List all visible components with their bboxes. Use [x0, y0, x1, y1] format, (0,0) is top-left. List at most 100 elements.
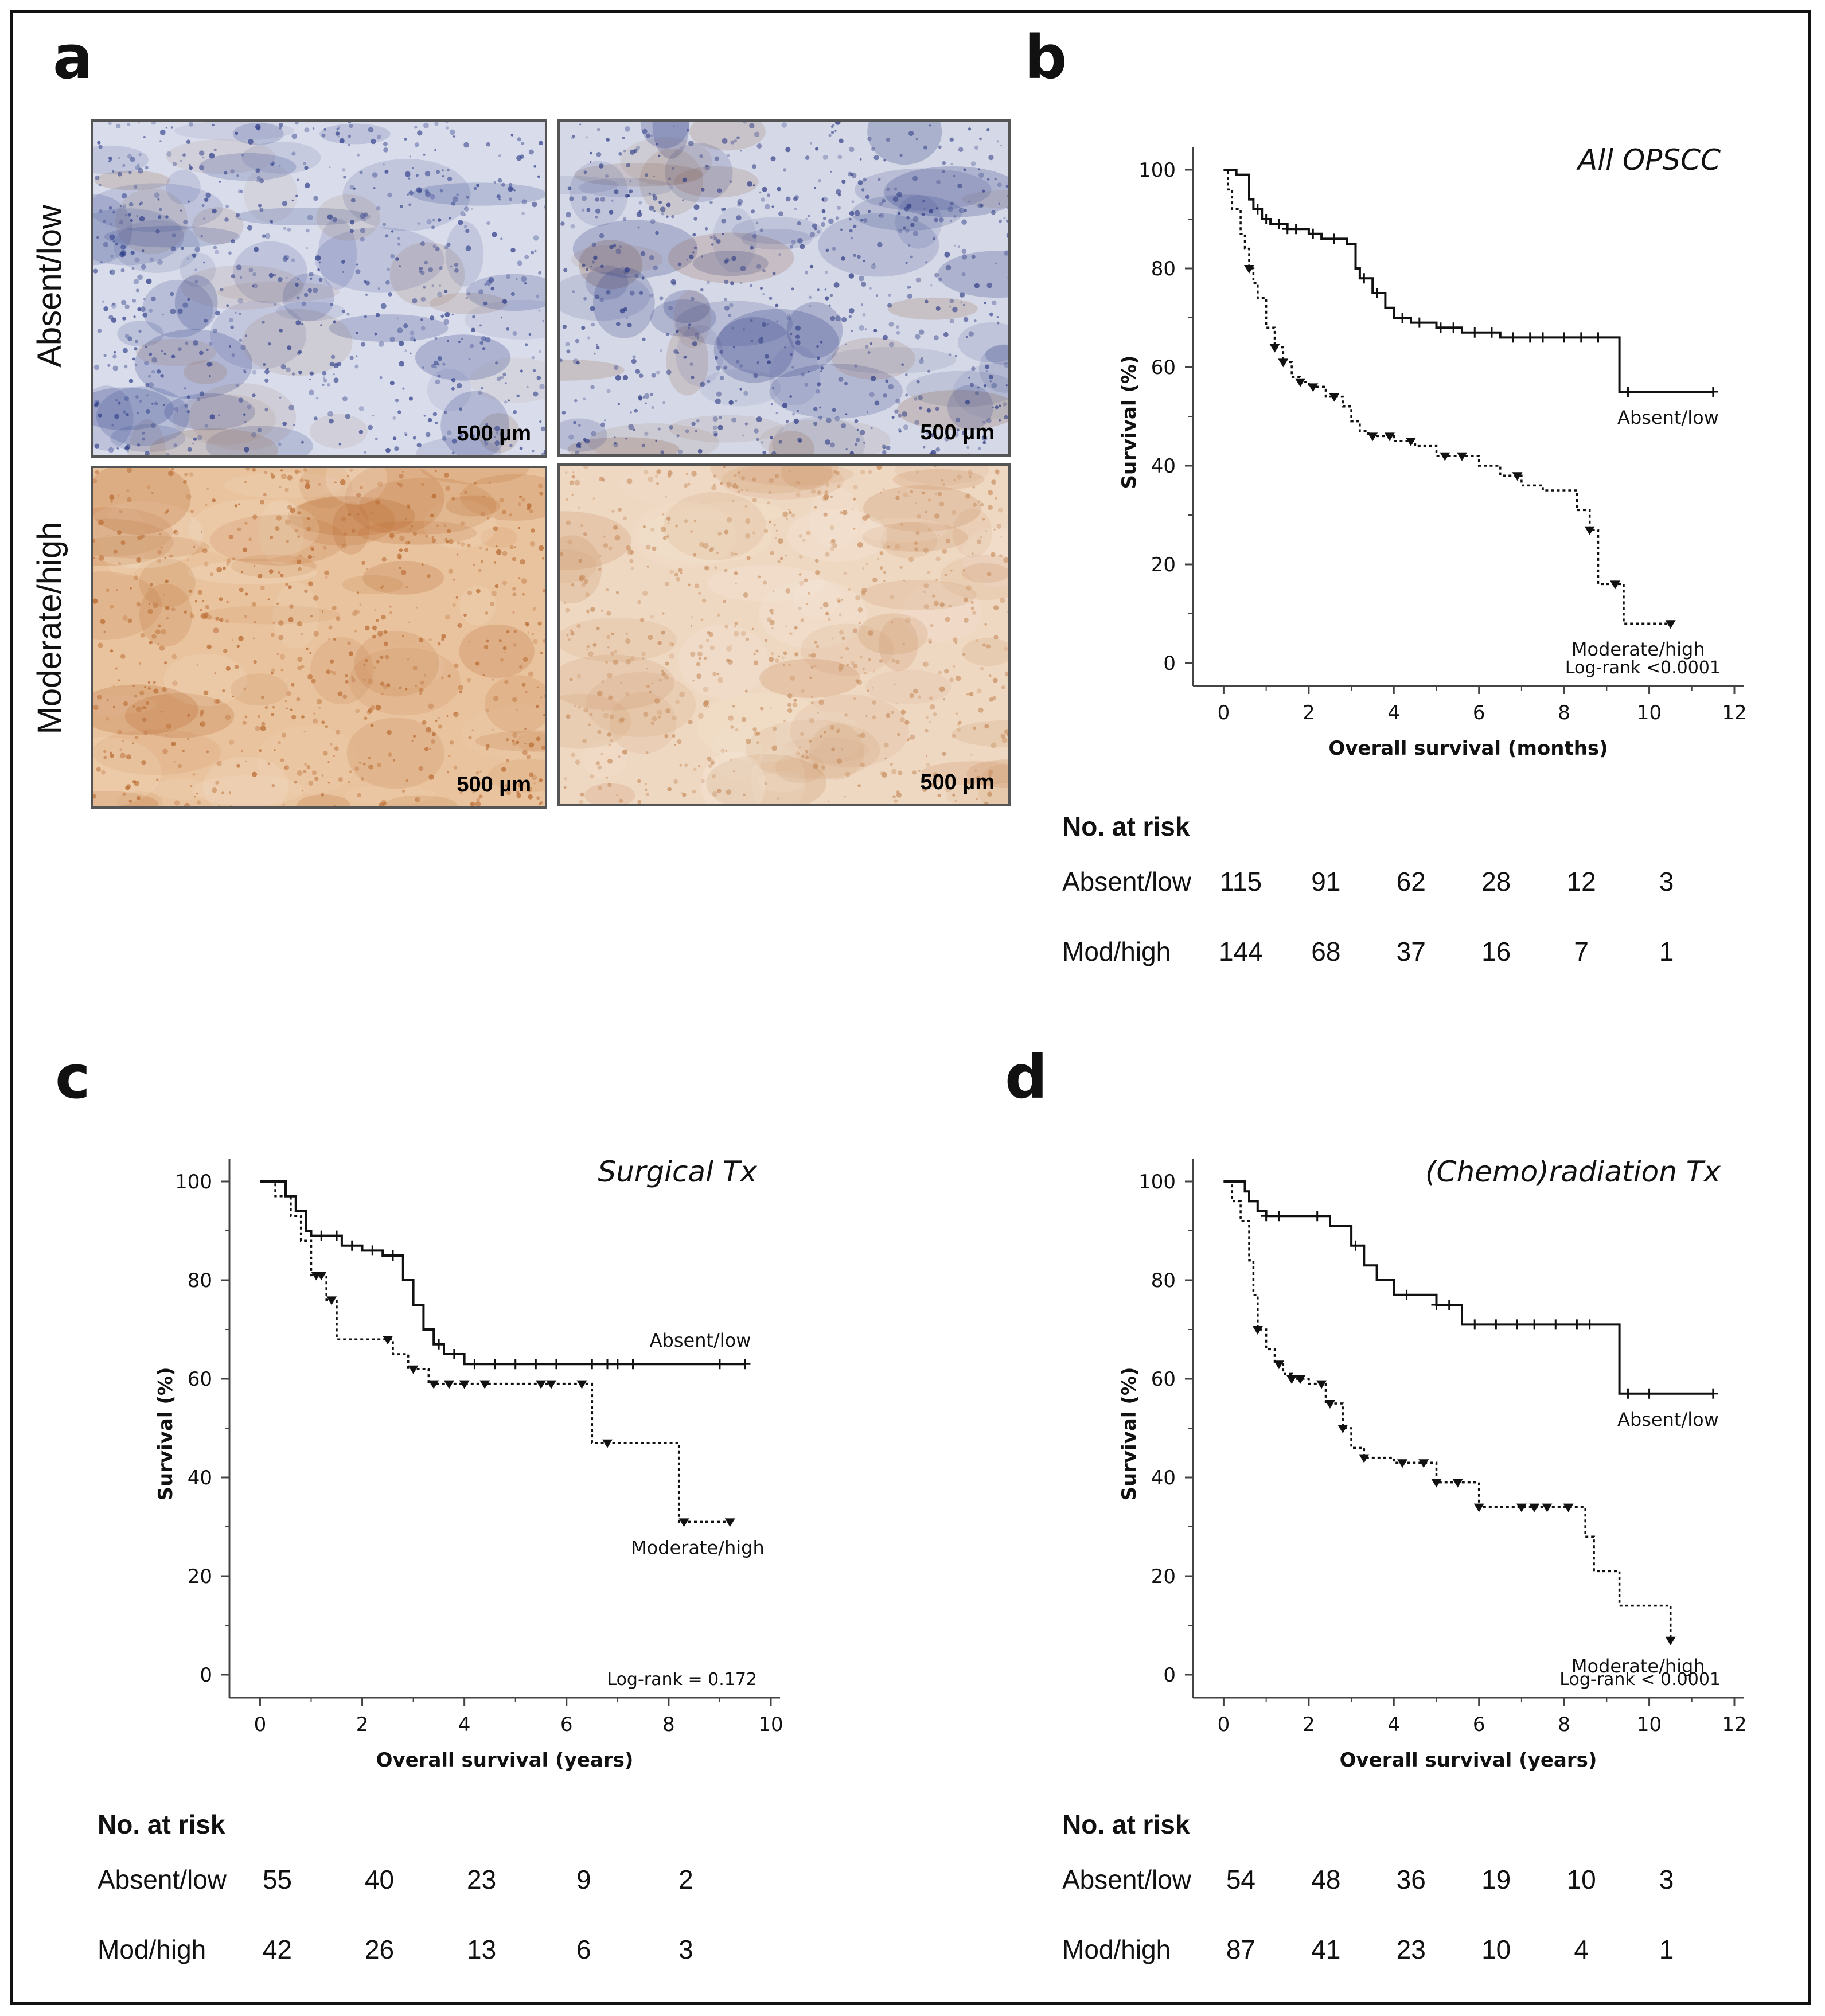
cell-nucleus: [447, 340, 449, 342]
cell-nucleus: [995, 469, 1000, 474]
cell-nucleus: [532, 607, 536, 611]
cell-nucleus: [806, 603, 808, 605]
cell-nucleus: [134, 735, 138, 739]
cell-nucleus: [150, 583, 153, 587]
chart-d-censor-mark-moderate-high: [1273, 1360, 1284, 1370]
cell-nucleus: [752, 233, 757, 239]
cell-nucleus: [138, 167, 143, 174]
tissue-region: [256, 725, 359, 794]
chart-b-censor-mark-moderate-high: [1278, 358, 1289, 368]
cell-nucleus: [279, 123, 283, 127]
tissue-region: [832, 337, 915, 380]
cell-nucleus: [968, 127, 972, 131]
tissue-region: [124, 693, 235, 738]
cell-nucleus: [786, 315, 791, 321]
cell-nucleus: [948, 604, 952, 608]
cell-nucleus: [98, 413, 102, 418]
cell-nucleus: [674, 572, 678, 577]
cell-nucleus: [354, 609, 357, 612]
tissue-region: [772, 416, 865, 454]
cell-nucleus: [615, 248, 621, 254]
cell-nucleus: [1004, 729, 1008, 735]
cell-nucleus: [774, 474, 779, 478]
cell-nucleus: [328, 625, 333, 630]
tissue-region: [460, 474, 545, 521]
cell-nucleus: [613, 244, 617, 248]
cell-nucleus: [466, 677, 471, 683]
tissue-region: [217, 282, 340, 302]
cell-nucleus: [540, 652, 543, 654]
cell-nucleus: [724, 259, 728, 264]
cell-nucleus: [720, 748, 725, 753]
cell-nucleus: [915, 334, 921, 340]
cell-nucleus: [318, 261, 321, 264]
risk-row-label: Absent/low: [98, 1865, 227, 1894]
cell-nucleus: [993, 528, 996, 531]
cell-nucleus: [321, 133, 326, 138]
cell-nucleus: [422, 366, 424, 369]
tissue-region: [93, 387, 174, 431]
cell-nucleus: [998, 219, 1002, 223]
cell-nucleus: [450, 129, 455, 135]
cell-nucleus: [1009, 244, 1011, 250]
cell-nucleus: [272, 622, 275, 624]
cell-nucleus: [740, 150, 742, 152]
cell-nucleus: [982, 435, 986, 438]
cell-nucleus: [244, 715, 248, 719]
cell-nucleus: [688, 327, 690, 329]
cell-nucleus: [964, 208, 967, 212]
cell-nucleus: [154, 192, 160, 198]
cell-nucleus: [595, 215, 598, 219]
cell-nucleus: [974, 145, 979, 150]
chart-c-censor-mark-moderate-high: [479, 1380, 490, 1389]
cell-nucleus: [383, 147, 388, 153]
cell-nucleus: [372, 634, 376, 639]
chart-b-censor-mark-absent-low: [1486, 327, 1497, 338]
cell-nucleus: [1005, 219, 1008, 223]
cell-nucleus: [839, 613, 842, 617]
cell-nucleus: [457, 625, 459, 627]
cell-nucleus: [471, 208, 473, 210]
chart-b-censor-mark-moderate-high: [1405, 438, 1416, 446]
cell-nucleus: [797, 221, 801, 226]
cell-nucleus: [945, 539, 950, 544]
cell-nucleus: [618, 718, 623, 724]
tissue-region: [697, 692, 829, 762]
cell-nucleus: [752, 727, 757, 732]
cell-nucleus: [479, 324, 482, 327]
cell-nucleus: [383, 163, 385, 166]
cell-nucleus: [229, 739, 235, 745]
cell-nucleus: [898, 228, 903, 233]
chart-b-censor-mark-moderate-high: [1243, 265, 1254, 274]
cell-nucleus: [108, 315, 114, 320]
cell-nucleus: [914, 420, 919, 425]
chart-b-y-tick-label: 0: [1163, 652, 1176, 675]
cell-nucleus: [752, 477, 757, 482]
cell-nucleus: [411, 739, 414, 742]
cell-nucleus: [194, 247, 200, 252]
cell-nucleus: [440, 314, 444, 318]
cell-nucleus: [347, 641, 351, 645]
cell-nucleus: [329, 361, 334, 367]
cell-nucleus: [132, 298, 137, 303]
cell-nucleus: [194, 268, 198, 272]
cell-nucleus: [321, 610, 324, 613]
cell-nucleus: [607, 782, 612, 787]
cell-nucleus: [966, 693, 969, 696]
cell-nucleus: [771, 451, 777, 454]
cell-nucleus: [212, 328, 217, 333]
cell-nucleus: [619, 717, 625, 722]
tissue-region: [440, 391, 510, 455]
cell-nucleus: [512, 732, 518, 738]
cell-nucleus: [616, 322, 621, 326]
cell-nucleus: [703, 686, 709, 692]
cell-nucleus: [301, 440, 304, 444]
cell-nucleus: [126, 468, 132, 473]
cell-nucleus: [721, 219, 726, 224]
cell-nucleus: [929, 704, 935, 710]
cell-nucleus: [815, 645, 820, 649]
cell-nucleus: [853, 664, 858, 669]
cell-nucleus: [905, 618, 911, 623]
cell-nucleus: [237, 527, 241, 532]
cell-nucleus: [200, 709, 205, 715]
